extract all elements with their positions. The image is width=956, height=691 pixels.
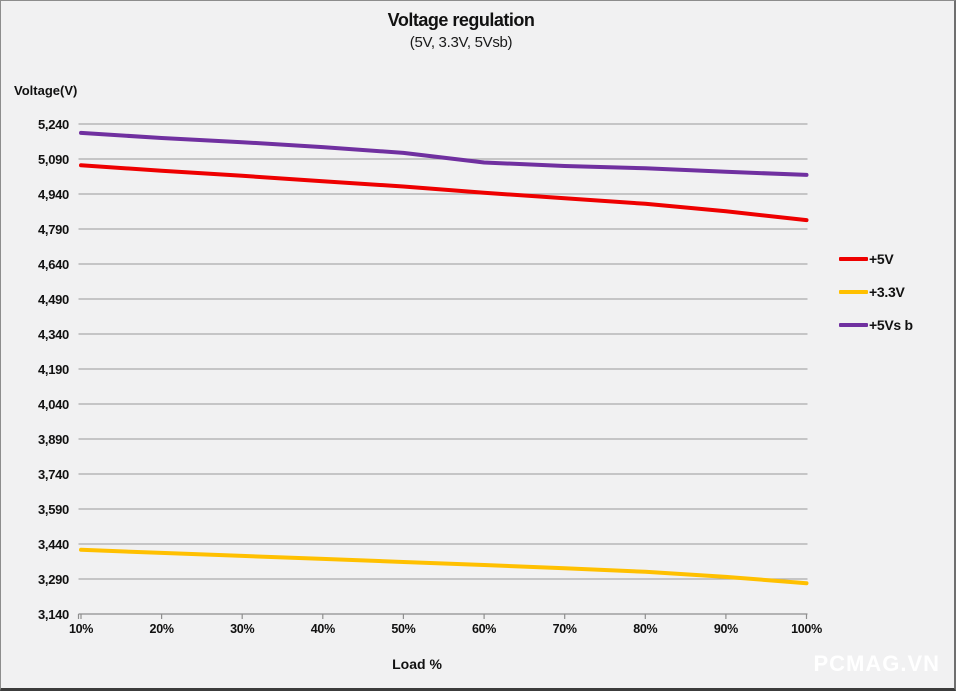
legend-line-swatch-5v: [839, 257, 868, 261]
x-tick-label: 30%: [230, 622, 255, 636]
y-tick-label: 3,440: [37, 536, 69, 552]
legend-item-5vsb: +5Vs b: [839, 317, 913, 333]
legend-item-3v3: +3.3V: [839, 284, 913, 300]
y-tick-label: 5,240: [37, 116, 69, 132]
chart-title: Voltage regulation: [387, 10, 535, 30]
x-tick-label: 20%: [149, 622, 174, 636]
x-tick-label: 90%: [713, 622, 738, 636]
x-tick-label: 40%: [310, 622, 335, 636]
x-tick-label: 60%: [471, 622, 497, 636]
y-tick-label: 4,040: [37, 396, 69, 412]
x-tick-label: 100%: [791, 622, 822, 636]
y-tick-label: 3,590: [37, 501, 69, 517]
series-line-2: [79, 130, 809, 177]
x-tick-label: 70%: [552, 622, 577, 636]
chart-subtitle: (5V, 3.3V, 5Vsb): [409, 34, 513, 51]
x-tick-label: 80%: [633, 622, 658, 636]
legend-label-5v: +5V: [869, 251, 894, 267]
legend-label-3v3: +3.3V: [869, 284, 905, 300]
y-tick-label: 5,090: [37, 151, 69, 167]
x-axis-title: Load %: [392, 656, 442, 672]
y-tick-label: 3,290: [37, 571, 69, 587]
y-tick-label: 3,890: [37, 431, 69, 447]
x-tick-label: 50%: [391, 622, 416, 636]
y-tick-label: 3,740: [37, 466, 69, 482]
y-tick-label: 4,190: [37, 361, 69, 377]
series-line-0: [79, 163, 809, 223]
y-tick-label: 3,140: [37, 606, 69, 622]
legend-label-5vsb: +5Vs b: [869, 317, 913, 333]
y-tick-label: 4,340: [37, 326, 69, 342]
y-axis-title: Voltage(V): [14, 83, 78, 98]
legend-line-swatch-5vsb: [839, 323, 868, 327]
y-tick-label: 4,490: [37, 291, 69, 307]
y-tick-label: 4,790: [37, 221, 69, 237]
x-tick-label: 10%: [68, 622, 94, 636]
y-tick-label: 4,940: [37, 186, 69, 202]
watermark: PCMAG.VN: [813, 651, 940, 676]
y-tick-label: 4,640: [37, 256, 69, 272]
legend: +5V +3.3V +5Vs b: [839, 251, 913, 351]
series-line-1: [79, 547, 809, 586]
legend-item-5v: +5V: [839, 251, 913, 267]
legend-line-swatch-3v3: [839, 290, 868, 294]
